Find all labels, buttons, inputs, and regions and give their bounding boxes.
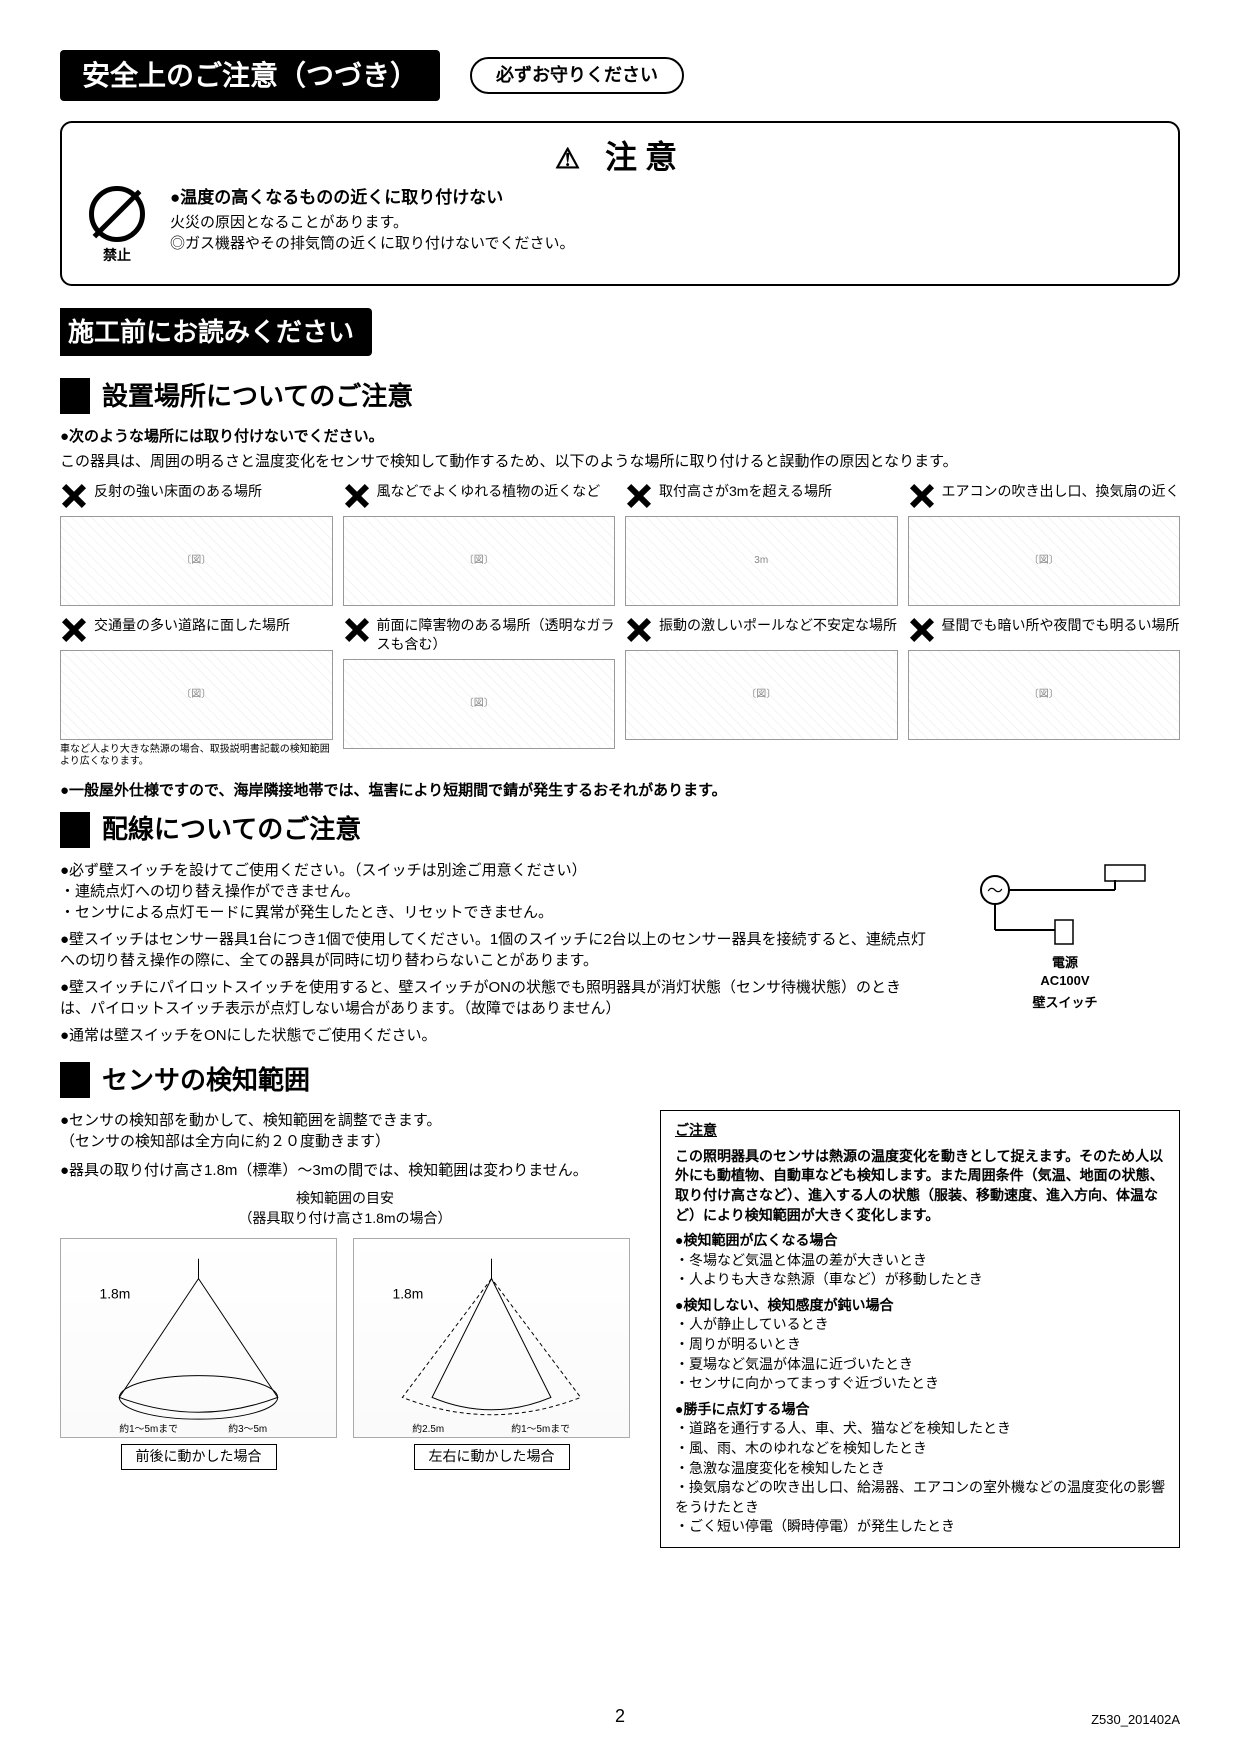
ng-item: 反射の強い床面のある場所 〔図〕 <box>60 482 333 606</box>
x-icon <box>343 482 371 510</box>
wiring-bullet: ●壁スイッチはセンサー器具1台につき1個で使用してください。1個のスイッチに2台… <box>60 929 930 971</box>
document-code: Z530_201402A <box>1091 1711 1180 1729</box>
false-item: ・道路を通行する人、車、犬、猫などを検知したとき <box>675 1419 1165 1439</box>
false-item: ・換気扇などの吹き出し口、給湯器、エアコンの室外機などの温度変化の影響をうけたと… <box>675 1478 1165 1517</box>
dull-item: ・周りが明るいとき <box>675 1335 1165 1355</box>
coast-note: ●一般屋外仕様ですので、海岸隣接地帯では、塩害により短期間で錆が発生するおそれが… <box>60 780 1180 801</box>
false-item: ・ごく短い停電（瞬時停電）が発生したとき <box>675 1517 1165 1537</box>
ng-text: 交通量の多い道路に面した場所 <box>94 616 290 634</box>
ng-item: 振動の激しいポールなど不安定な場所 〔図〕 <box>625 616 898 768</box>
false-hdr: ●勝手に点灯する場合 <box>675 1400 1165 1420</box>
ng-illustration: 〔図〕 <box>908 650 1181 740</box>
svg-text:〜: 〜 <box>987 883 1003 900</box>
preinstall-banner: 施工前にお読みください <box>60 308 372 356</box>
wide-item: ・人よりも大きな熱源（車など）が移動したとき <box>675 1270 1165 1290</box>
page-number: 2 <box>615 1704 625 1729</box>
caution-title-text: 注意 <box>605 139 685 175</box>
svg-text:約1〜5mまで: 約1〜5mまで <box>511 1422 570 1435</box>
ng-item: 前面に障害物のある場所（透明なガラスも含む） 〔図〕 <box>343 616 616 768</box>
must-follow-badge: 必ずお守りください <box>470 57 684 94</box>
placement-heading: 設置場所についてのご注意 <box>60 378 1180 414</box>
ng-illustration: 〔図〕 <box>60 516 333 606</box>
fig-title: 検知範囲の目安 （器具取り付け高さ1.8mの場合） <box>60 1189 630 1228</box>
ng-text: 風などでよくゆれる植物の近くなど <box>377 482 601 500</box>
ng-inset: 3m <box>754 554 768 568</box>
svg-text:約2.5m: 約2.5m <box>412 1422 444 1435</box>
ng-item: エアコンの吹き出し口、換気扇の近く 〔図〕 <box>908 482 1181 606</box>
sensor-bullet: ●器具の取り付け高さ1.8m（標準）～3mの間では、検知範囲は変わりません。 <box>60 1160 630 1181</box>
notice-hdr: ご注意 <box>675 1121 1165 1141</box>
dull-item: ・夏場など気温が体温に近づいたとき <box>675 1355 1165 1375</box>
wiring-bullet: ●必ず壁スイッチを設けてご使用ください。（スイッチは別途ご用意ください） ・連続… <box>60 860 930 923</box>
dull-hdr: ●検知しない、検知感度が鈍い場合 <box>675 1296 1165 1316</box>
x-icon <box>60 616 88 644</box>
fig-caption-left: 前後に動かした場合 <box>121 1444 277 1470</box>
notice-body: この照明器具のセンサは熱源の温度変化を動きとして捉えます。そのため人以外にも動植… <box>675 1147 1165 1225</box>
ng-text: 取付高さが3mを超える場所 <box>659 482 832 500</box>
ng-illustration: 〔図〕 <box>343 659 616 749</box>
safety-banner: 安全上のご注意（つづき） <box>60 50 440 101</box>
prohibit-label: 禁止 <box>103 246 131 266</box>
ng-illustration: 〔図〕 <box>60 650 333 740</box>
svg-text:約1〜5mまで: 約1〜5mまで <box>119 1422 178 1435</box>
sensor-fig-right: 1.8m 約2.5m 約1〜5mまで <box>353 1238 630 1438</box>
ng-text: エアコンの吹き出し口、換気扇の近く <box>942 482 1180 500</box>
wiring-text: ●必ず壁スイッチを設けてご使用ください。（スイッチは別途ご用意ください） ・連続… <box>60 860 930 1052</box>
x-icon <box>343 616 371 644</box>
ng-text: 反射の強い床面のある場所 <box>94 482 262 500</box>
power-label: 電源 AC100V <box>1040 954 1089 990</box>
sensor-heading: センサの検知範囲 <box>60 1062 1180 1098</box>
x-icon <box>625 616 653 644</box>
caution-line1: 火災の原因となることがあります。 <box>170 212 1158 233</box>
sensor-bullet: ●センサの検知部を動かして、検知範囲を調整できます。 （センサの検知部は全方向に… <box>60 1110 630 1152</box>
wide-hdr: ●検知範囲が広くなる場合 <box>675 1231 1165 1251</box>
ng-illustration: 〔図〕 <box>908 516 1181 606</box>
svg-text:約3〜5m: 約3〜5m <box>228 1422 267 1435</box>
sensor-notice-box: ご注意 この照明器具のセンサは熱源の温度変化を動きとして捉えます。そのため人以外… <box>660 1110 1180 1548</box>
switch-label: 壁スイッチ <box>1032 994 1097 1012</box>
wiring-bullet: ●通常は壁スイッチをONにした状態でご使用ください。 <box>60 1025 930 1046</box>
x-icon <box>60 482 88 510</box>
ng-illustration: 〔図〕 <box>625 650 898 740</box>
ng-grid: 反射の強い床面のある場所 〔図〕 風などでよくゆれる植物の近くなど 〔図〕 取付… <box>60 482 1180 768</box>
svg-text:1.8m: 1.8m <box>393 1286 424 1302</box>
ng-text: 振動の激しいポールなど不安定な場所 <box>659 616 897 634</box>
caution-title: ⚠ 注意 <box>82 135 1158 180</box>
ng-illustration: 3m <box>625 516 898 606</box>
fig-caption-right: 左右に動かした場合 <box>414 1444 570 1470</box>
ng-illustration: 〔図〕 <box>343 516 616 606</box>
x-icon <box>908 616 936 644</box>
ng-small: 車など人より大きな熱源の場合、取扱説明書記載の検知範囲より広くなります。 <box>60 744 333 768</box>
caution-box: ⚠ 注意 禁止 ●温度の高くなるものの近くに取り付けない 火災の原因となることが… <box>60 121 1180 285</box>
ng-item: 風などでよくゆれる植物の近くなど 〔図〕 <box>343 482 616 606</box>
false-item: ・急激な温度変化を検知したとき <box>675 1459 1165 1479</box>
ng-item: 取付高さが3mを超える場所 3m <box>625 482 898 606</box>
ng-text: 前面に障害物のある場所（透明なガラスも含む） <box>377 616 616 652</box>
false-item: ・風、雨、木のゆれなどを検知したとき <box>675 1439 1165 1459</box>
prohibit-icon: 禁止 <box>82 186 152 266</box>
dull-item: ・センサに向かってまっすぐ近づいたとき <box>675 1374 1165 1394</box>
wiring-bullet: ●壁スイッチにパイロットスイッチを使用すると、壁スイッチがONの状態でも照明器具… <box>60 977 930 1019</box>
dull-item: ・人が静止しているとき <box>675 1315 1165 1335</box>
sensor-fig-left: 1.8m 約1〜5mまで 約3〜5m <box>60 1238 337 1438</box>
ng-item: 交通量の多い道路に面した場所 〔図〕 車など人より大きな熱源の場合、取扱説明書記… <box>60 616 333 768</box>
wiring-heading-text: 配線についてのご注意 <box>102 811 361 847</box>
placement-lead: ●次のような場所には取り付けないでください。 <box>60 426 1180 447</box>
ng-item: 昼間でも暗い所や夜間でも明るい場所 〔図〕 <box>908 616 1181 768</box>
wiring-heading: 配線についてのご注意 <box>60 811 1180 847</box>
caution-heading: ●温度の高くなるものの近くに取り付けない <box>170 186 1158 210</box>
wiring-diagram: 〜 電源 AC100V 壁スイッチ <box>950 860 1180 1052</box>
ng-text: 昼間でも暗い所や夜間でも明るい場所 <box>942 616 1180 634</box>
wide-item: ・冬場など気温と体温の差が大きいとき <box>675 1251 1165 1271</box>
caution-line2: ◎ガス機器やその排気筒の近くに取り付けないでください。 <box>170 233 1158 254</box>
sensor-heading-text: センサの検知範囲 <box>102 1062 310 1098</box>
x-icon <box>908 482 936 510</box>
x-icon <box>625 482 653 510</box>
h-label: 1.8m <box>100 1286 131 1302</box>
placement-para: この器具は、周囲の明るさと温度変化をセンサで検知して動作するため、以下のような場… <box>60 451 1180 472</box>
placement-heading-text: 設置場所についてのご注意 <box>102 378 413 414</box>
